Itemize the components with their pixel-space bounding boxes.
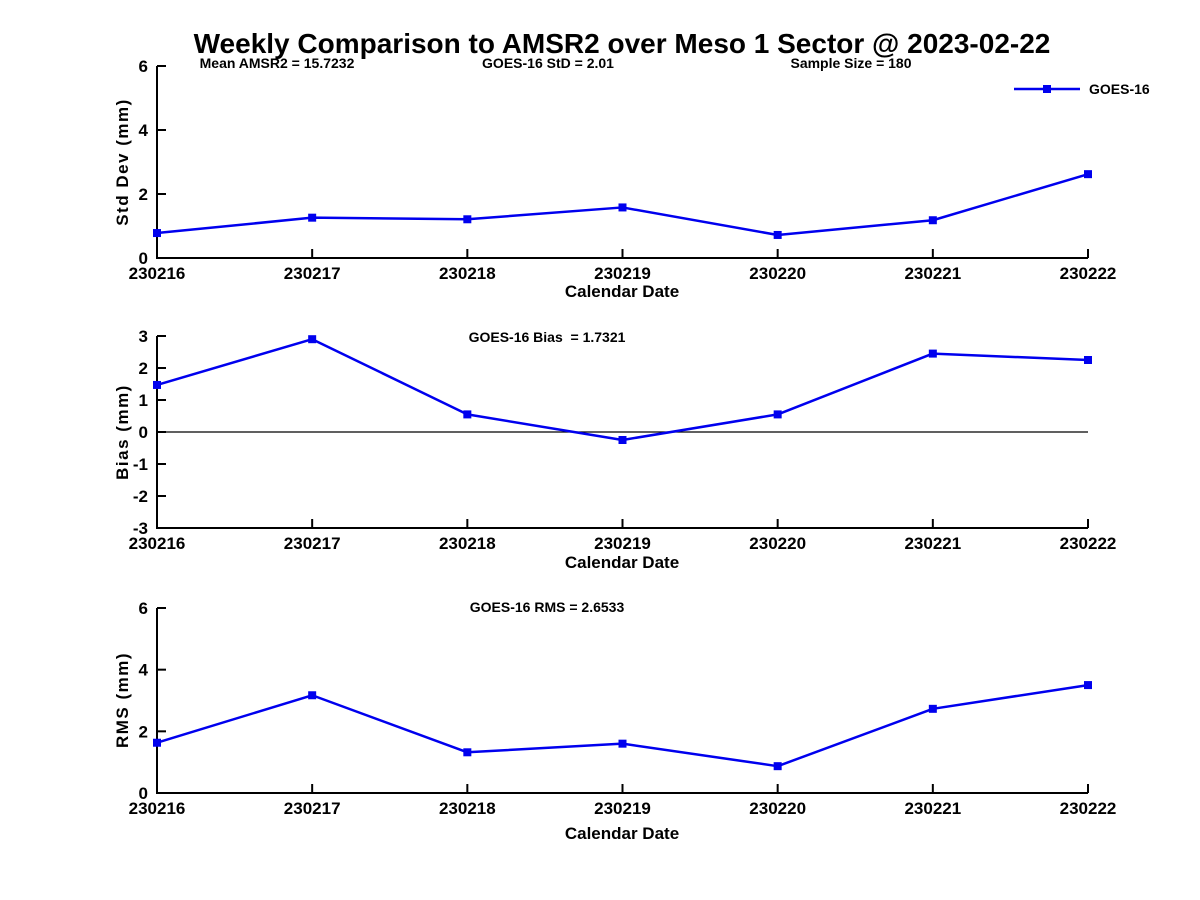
- y-tick-label: 2: [139, 359, 148, 378]
- y-tick-label: -1: [133, 455, 148, 474]
- y-tick-label: 4: [139, 661, 149, 680]
- y-tick-label: 6: [139, 599, 148, 618]
- x-tick-label: 230217: [284, 534, 341, 553]
- std-dev-subplot: 0 2 4 6 230216 230217 230218 230219 230220 230221…: [129, 57, 1117, 283]
- xlabel-calendar-date-2: Calendar Date: [564, 553, 680, 572]
- y-tick-label: 2: [139, 722, 148, 741]
- legend: GOES-16: [1012, 81, 1150, 97]
- data-point-marker: [1084, 170, 1092, 179]
- data-point-marker: [928, 216, 937, 225]
- figure-title: Weekly Comparison to AMSR2 over Meso 1 S…: [193, 28, 1051, 59]
- data-point-marker: [773, 762, 782, 771]
- xlabel-calendar-date-3: Calendar Date: [564, 824, 680, 843]
- data-point-marker: [928, 704, 937, 713]
- y-tick-label: -3: [133, 519, 148, 538]
- x-tick-label: 230219: [594, 534, 651, 553]
- y-tick-label: 2: [139, 185, 148, 204]
- data-point-marker: [1084, 681, 1092, 690]
- data-line-GOES-16: [156, 337, 1089, 442]
- annotation-goes16-bias: GOES-16 Bias = 1.7321: [468, 329, 626, 345]
- x-tick-label: 230219: [594, 799, 651, 818]
- x-tick-label: 230220: [749, 534, 806, 553]
- data-point-marker: [618, 436, 627, 444]
- data-point-marker: [618, 203, 627, 212]
- annotation-goes16-std: GOES-16 StD = 2.01: [482, 55, 614, 71]
- data-line-GOES-16: [156, 683, 1089, 768]
- x-tick-label: 230220: [749, 264, 806, 283]
- data-point-marker: [618, 739, 627, 748]
- x-tick-label: 230216: [129, 534, 186, 553]
- x-tick-label: 230222: [1060, 799, 1117, 818]
- y-tick-label: 1: [139, 391, 148, 410]
- data-point-marker: [153, 229, 161, 238]
- x-tick-label: 230219: [594, 264, 651, 283]
- x-tick-label: 230221: [904, 264, 961, 283]
- data-point-marker: [773, 230, 782, 239]
- y-tick-label: 0: [139, 249, 148, 268]
- x-tick-label: 230222: [1060, 264, 1117, 283]
- annotation-sample-size: Sample Size = 180: [790, 55, 912, 71]
- xlabel-calendar-date-1: Calendar Date: [564, 282, 680, 301]
- data-point-marker: [773, 410, 782, 419]
- axis-spine: [156, 66, 1088, 259]
- data-point-marker: [308, 335, 317, 344]
- legend-line-icon: [1014, 85, 1080, 93]
- x-tick-label: 230220: [749, 799, 806, 818]
- x-tick-label: 230221: [904, 534, 961, 553]
- x-tick-label: 230218: [439, 799, 496, 818]
- data-point-marker: [463, 748, 472, 757]
- y-tick-label: 3: [139, 327, 148, 346]
- data-point-marker: [308, 213, 317, 222]
- y-tick-label: -2: [133, 487, 148, 506]
- x-tick-label: 230222: [1060, 534, 1117, 553]
- y-tick-label: 0: [139, 423, 148, 442]
- x-tick-label: 230221: [904, 799, 961, 818]
- data-point-marker: [153, 738, 161, 747]
- x-tick-label: 230217: [284, 264, 341, 283]
- y-tick-label: 4: [139, 121, 149, 140]
- x-tick-label: 230216: [129, 799, 186, 818]
- rms-subplot: 0 2 4 6 230216 230217 230218 230219 230220 230221…: [129, 599, 1117, 818]
- x-tick-label: 230216: [129, 264, 186, 283]
- x-tick-label: 230218: [439, 534, 496, 553]
- data-point-marker: [463, 410, 472, 419]
- x-tick-label: 230217: [284, 799, 341, 818]
- data-point-marker: [308, 691, 317, 700]
- annotation-mean-amsr2: Mean AMSR2 = 15.7232: [199, 55, 355, 71]
- legend-label: GOES-16: [1089, 81, 1150, 97]
- y-tick-label: 6: [139, 57, 148, 76]
- data-point-marker: [928, 349, 937, 358]
- x-tick-label: 230218: [439, 264, 496, 283]
- bias-subplot: -3 -2 -1 0 1 2 3 230216 230217 230218 230219 230220…: [129, 327, 1117, 553]
- data-point-marker: [1084, 356, 1092, 364]
- annotation-goes16-rms: GOES-16 RMS = 2.6533: [469, 599, 625, 615]
- data-point-marker: [463, 215, 472, 224]
- data-point-marker: [153, 380, 161, 389]
- y-tick-label: 0: [139, 784, 148, 803]
